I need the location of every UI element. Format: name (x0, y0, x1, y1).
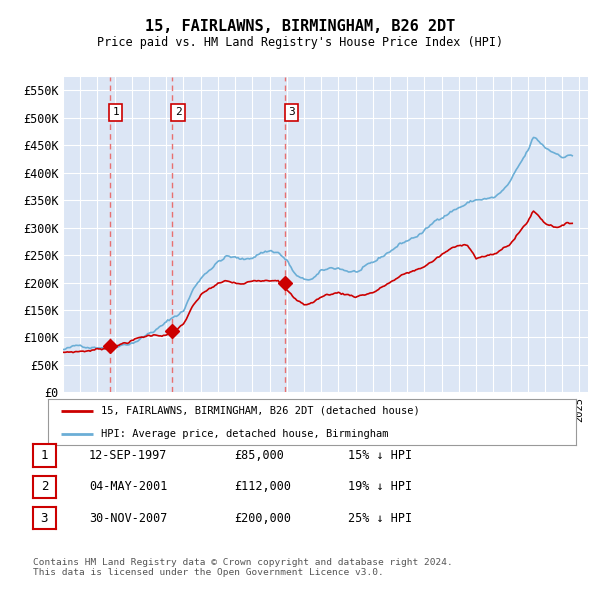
Text: 12-SEP-1997: 12-SEP-1997 (89, 449, 167, 462)
Text: 1: 1 (41, 449, 48, 462)
Text: 1: 1 (112, 107, 119, 117)
Text: 15, FAIRLAWNS, BIRMINGHAM, B26 2DT (detached house): 15, FAIRLAWNS, BIRMINGHAM, B26 2DT (deta… (101, 406, 419, 416)
Text: 3: 3 (288, 107, 295, 117)
Text: 04-MAY-2001: 04-MAY-2001 (89, 480, 167, 493)
Text: Price paid vs. HM Land Registry's House Price Index (HPI): Price paid vs. HM Land Registry's House … (97, 36, 503, 49)
Text: Contains HM Land Registry data © Crown copyright and database right 2024.
This d: Contains HM Land Registry data © Crown c… (33, 558, 453, 577)
Text: 25% ↓ HPI: 25% ↓ HPI (348, 512, 412, 525)
Text: £200,000: £200,000 (234, 512, 291, 525)
Text: 15% ↓ HPI: 15% ↓ HPI (348, 449, 412, 462)
Text: 3: 3 (41, 512, 48, 525)
Text: £112,000: £112,000 (234, 480, 291, 493)
Text: 30-NOV-2007: 30-NOV-2007 (89, 512, 167, 525)
Text: 15, FAIRLAWNS, BIRMINGHAM, B26 2DT: 15, FAIRLAWNS, BIRMINGHAM, B26 2DT (145, 19, 455, 34)
Text: HPI: Average price, detached house, Birmingham: HPI: Average price, detached house, Birm… (101, 429, 388, 439)
Text: 2: 2 (41, 480, 48, 493)
Text: 19% ↓ HPI: 19% ↓ HPI (348, 480, 412, 493)
Text: 2: 2 (175, 107, 181, 117)
Text: £85,000: £85,000 (234, 449, 284, 462)
